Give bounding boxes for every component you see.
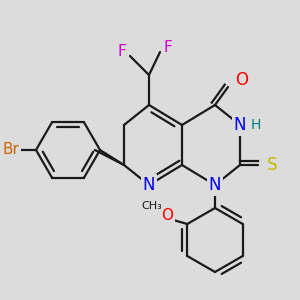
Text: H: H xyxy=(251,118,261,132)
Text: N: N xyxy=(234,116,246,134)
Text: Br: Br xyxy=(3,142,20,158)
Text: N: N xyxy=(209,176,221,194)
Text: F: F xyxy=(118,44,126,59)
Text: S: S xyxy=(267,156,277,174)
Text: F: F xyxy=(164,40,172,56)
Text: N: N xyxy=(143,176,155,194)
Text: O: O xyxy=(236,71,248,89)
Text: O: O xyxy=(161,208,173,224)
Text: CH₃: CH₃ xyxy=(141,201,162,211)
